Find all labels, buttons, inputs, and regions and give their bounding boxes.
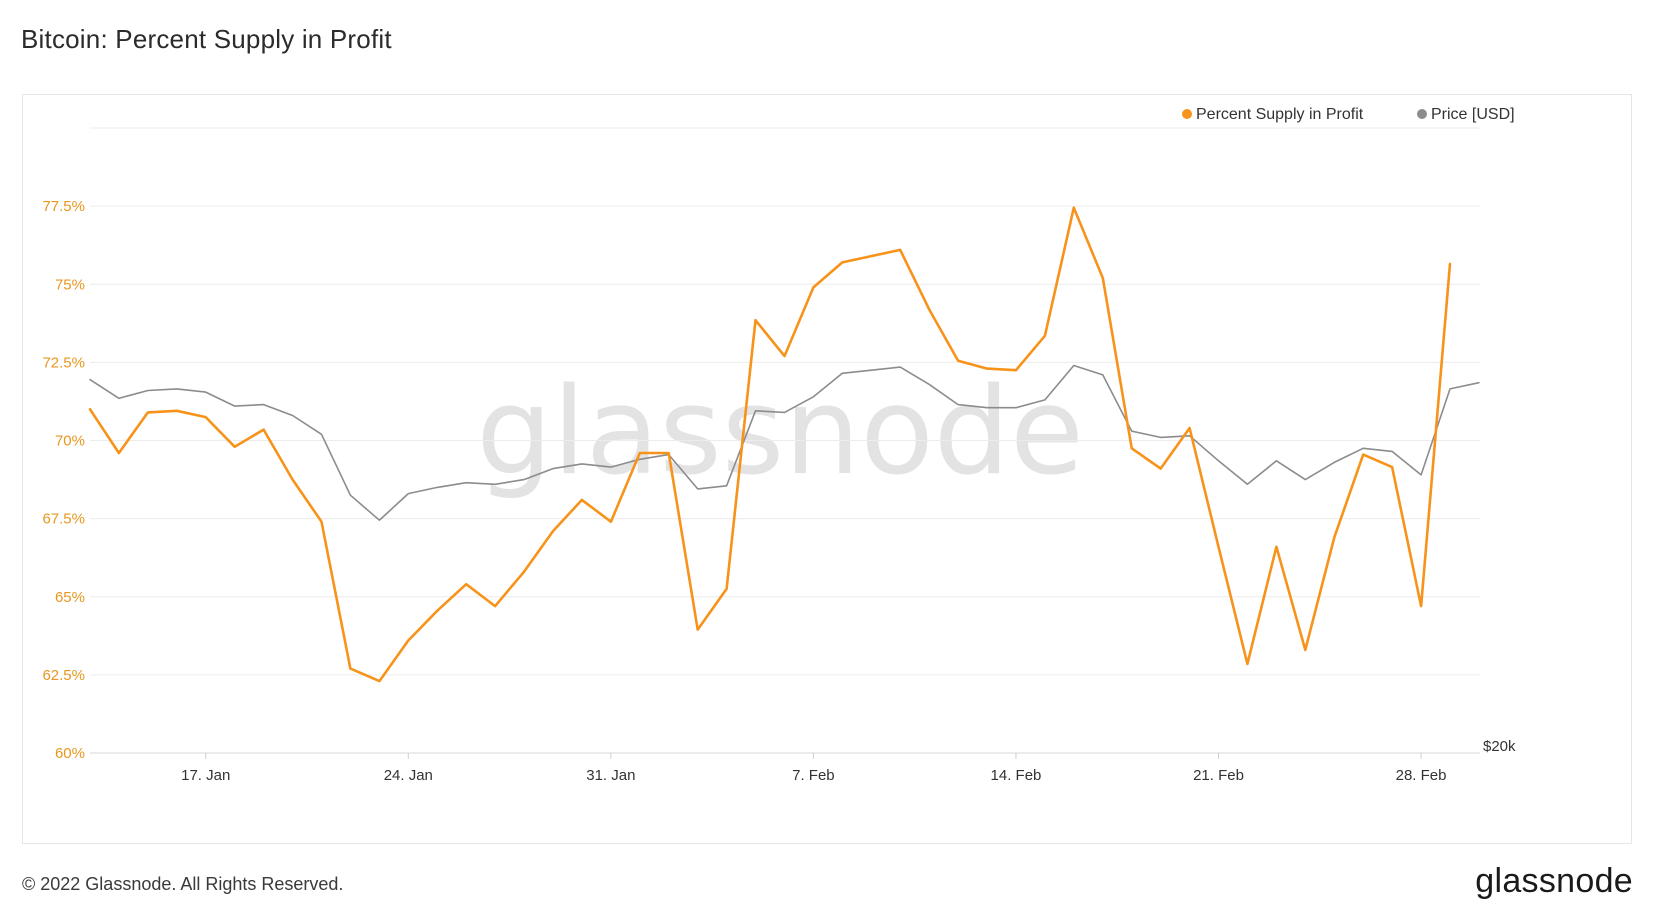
x-tick-label: 21. Feb (1193, 767, 1244, 784)
legend[interactable]: Percent Supply in Profit Price [USD] (1182, 106, 1515, 123)
watermark: glassnode (476, 363, 1084, 502)
legend-swatch-supply (1182, 109, 1192, 119)
y-tick-label-right: $20k (1483, 738, 1516, 755)
legend-label-supply[interactable]: Percent Supply in Profit (1196, 106, 1364, 123)
x-tick-label: 24. Jan (384, 767, 433, 784)
x-tick-label: 28. Feb (1396, 767, 1447, 784)
grid-lines (90, 128, 1480, 753)
y-tick-label-left: 72.5% (42, 354, 85, 371)
x-tick-label: 7. Feb (792, 767, 835, 784)
y-tick-label-left: 65% (55, 589, 85, 606)
y-tick-label-left: 75% (55, 276, 85, 293)
y-tick-label-left: 70% (55, 433, 85, 450)
y-tick-label-left: 77.5% (42, 198, 85, 215)
glassnode-logo[interactable]: glassnode (1475, 862, 1633, 901)
x-tick-label: 17. Jan (181, 767, 230, 784)
x-tick-label: 31. Jan (586, 767, 635, 784)
copyright-text: © 2022 Glassnode. All Rights Reserved. (22, 874, 343, 895)
legend-swatch-price (1417, 109, 1427, 119)
x-axis: 17. Jan 24. Jan 31. Jan 7. Feb 14. Feb 21. Fe… (181, 753, 1446, 784)
y-axis-left: 60% 62.5% 65% 67.5% 70% 72.5% 75% 77.5% (42, 198, 85, 762)
x-tick-label: 14. Feb (991, 767, 1042, 784)
legend-label-price[interactable]: Price [USD] (1431, 106, 1515, 123)
y-tick-label-left: 62.5% (42, 667, 85, 684)
y-axis-right: $20k (1483, 738, 1516, 755)
y-tick-label-left: 67.5% (42, 511, 85, 528)
y-tick-label-left: 60% (55, 745, 85, 762)
